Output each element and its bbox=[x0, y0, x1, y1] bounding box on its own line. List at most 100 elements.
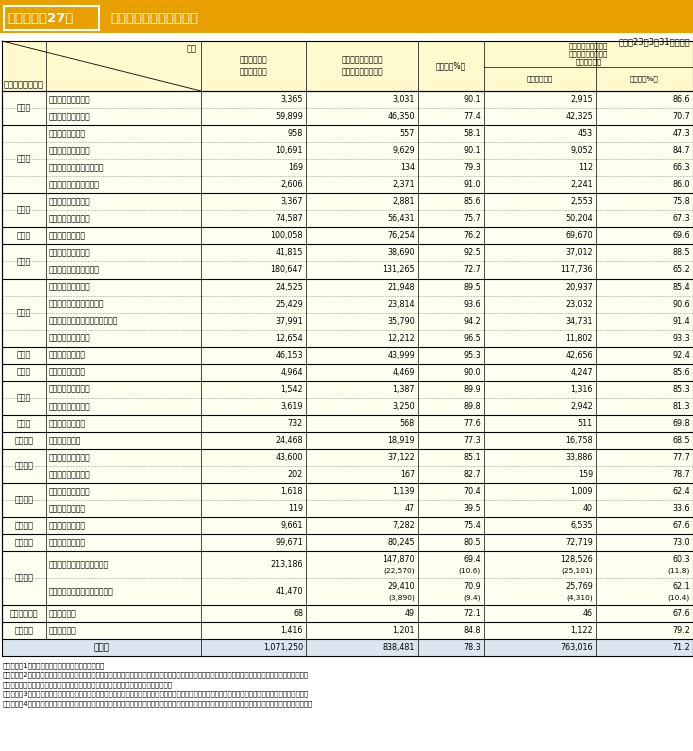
Bar bbox=[2, 312, 693, 330]
Text: 85.4: 85.4 bbox=[672, 282, 690, 291]
Bar bbox=[2, 432, 693, 449]
Text: (25,101): (25,101) bbox=[561, 567, 593, 574]
Text: 23,032: 23,032 bbox=[565, 300, 593, 309]
Text: 71.2: 71.2 bbox=[672, 643, 690, 652]
Text: ロ　非特定複合用途防火対象物: ロ 非特定複合用途防火対象物 bbox=[49, 587, 114, 596]
Text: 46,153: 46,153 bbox=[276, 351, 303, 360]
Bar bbox=[2, 91, 693, 108]
Text: 2,881: 2,881 bbox=[392, 198, 415, 207]
Bar bbox=[2, 363, 693, 381]
Text: 92.5: 92.5 bbox=[463, 249, 481, 258]
Text: 119: 119 bbox=[288, 504, 303, 513]
Text: 35,790: 35,790 bbox=[387, 317, 415, 326]
Bar bbox=[2, 142, 693, 159]
Text: (9.4): (9.4) bbox=[464, 594, 481, 601]
Text: 72,719: 72,719 bbox=[565, 538, 593, 547]
Text: ロ　遊　技　場　等: ロ 遊 技 場 等 bbox=[49, 146, 91, 155]
Text: 66.3: 66.3 bbox=[672, 163, 690, 172]
Text: 568: 568 bbox=[400, 419, 415, 428]
Text: 131,265: 131,265 bbox=[383, 266, 415, 275]
Text: 90.1: 90.1 bbox=[464, 95, 481, 104]
Text: 117,736: 117,736 bbox=[561, 266, 593, 275]
Text: 2,942: 2,942 bbox=[570, 402, 593, 411]
Text: 763,016: 763,016 bbox=[561, 643, 593, 652]
Text: 72.7: 72.7 bbox=[463, 266, 481, 275]
Text: 75.4: 75.4 bbox=[463, 521, 481, 530]
Text: 69,670: 69,670 bbox=[565, 231, 593, 240]
Text: 25,769: 25,769 bbox=[565, 581, 593, 590]
Text: 18,919: 18,919 bbox=[387, 436, 415, 445]
Text: 78.3: 78.3 bbox=[464, 643, 481, 652]
Bar bbox=[2, 517, 693, 534]
Text: 75.7: 75.7 bbox=[463, 214, 481, 223]
Text: 神社・寺院等: 神社・寺院等 bbox=[49, 436, 81, 445]
Text: 学　　　　　校: 学 校 bbox=[49, 351, 86, 360]
Text: 文　化　財: 文 化 財 bbox=[49, 626, 77, 635]
Text: 40: 40 bbox=[583, 504, 593, 513]
Text: 1,071,250: 1,071,250 bbox=[263, 643, 303, 652]
Text: （一）: （一） bbox=[17, 104, 31, 113]
Text: 78.7: 78.7 bbox=[672, 470, 690, 479]
Text: 9,052: 9,052 bbox=[570, 146, 593, 155]
Text: 46,350: 46,350 bbox=[387, 112, 415, 121]
Text: 58.1: 58.1 bbox=[464, 129, 481, 138]
Bar bbox=[2, 534, 693, 551]
Text: 67.6: 67.6 bbox=[672, 609, 690, 618]
Text: 99,671: 99,671 bbox=[275, 538, 303, 547]
Text: 70.9: 70.9 bbox=[463, 581, 481, 590]
Text: 511: 511 bbox=[578, 419, 593, 428]
Text: ニ　幼　稚　園　等: ニ 幼 稚 園 等 bbox=[49, 333, 91, 342]
Text: 9,629: 9,629 bbox=[392, 146, 415, 155]
Text: 62.4: 62.4 bbox=[672, 487, 690, 496]
Text: 85.3: 85.3 bbox=[672, 385, 690, 394]
Text: イ　特　殊　浴　場: イ 特 殊 浴 場 bbox=[49, 385, 91, 394]
Bar bbox=[2, 347, 693, 363]
Text: 90.1: 90.1 bbox=[464, 146, 481, 155]
Bar bbox=[2, 210, 693, 228]
Text: （四）: （四） bbox=[17, 231, 31, 240]
Text: 21,948: 21,948 bbox=[387, 282, 415, 291]
Text: 38,690: 38,690 bbox=[387, 249, 415, 258]
Text: （八）: （八） bbox=[17, 368, 31, 377]
Text: 96.5: 96.5 bbox=[463, 333, 481, 342]
Text: 84.8: 84.8 bbox=[464, 626, 481, 635]
Text: 89.5: 89.5 bbox=[463, 282, 481, 291]
Text: 76.2: 76.2 bbox=[463, 231, 481, 240]
Text: 9,661: 9,661 bbox=[281, 521, 303, 530]
Text: 65.2: 65.2 bbox=[672, 266, 690, 275]
Text: ニ　カラオケボックス等: ニ カラオケボックス等 bbox=[49, 180, 100, 189]
Text: ハ　老人デイサービスセンター等: ハ 老人デイサービスセンター等 bbox=[49, 317, 119, 326]
Text: 60.3: 60.3 bbox=[672, 555, 690, 564]
Text: (10.4): (10.4) bbox=[668, 594, 690, 601]
Text: 1,542: 1,542 bbox=[281, 385, 303, 394]
Text: 79.2: 79.2 bbox=[672, 626, 690, 635]
Text: 732: 732 bbox=[288, 419, 303, 428]
Text: イ　工　　場　　等: イ 工 場 等 bbox=[49, 453, 91, 462]
Text: 453: 453 bbox=[578, 129, 593, 138]
Text: 防火管理に係る消防
計画を作成している
防火対象物数: 防火管理に係る消防 計画を作成している 防火対象物数 bbox=[569, 43, 608, 65]
Text: 81.3: 81.3 bbox=[672, 402, 690, 411]
Text: 防火管理者を選任し
ている防火対象物数: 防火管理者を選任し ている防火対象物数 bbox=[341, 56, 383, 77]
Bar bbox=[2, 279, 693, 296]
Text: 77.4: 77.4 bbox=[463, 112, 481, 121]
Text: 2,241: 2,241 bbox=[570, 180, 593, 189]
Bar bbox=[2, 125, 693, 142]
Bar bbox=[2, 639, 693, 656]
Text: 37,012: 37,012 bbox=[565, 249, 593, 258]
Bar bbox=[2, 415, 693, 432]
Text: 86.0: 86.0 bbox=[672, 180, 690, 189]
Text: 事　務　所　等: 事 務 所 等 bbox=[49, 538, 86, 547]
Text: 1,387: 1,387 bbox=[392, 385, 415, 394]
Text: 93.3: 93.3 bbox=[672, 333, 690, 342]
Text: 42,656: 42,656 bbox=[565, 351, 593, 360]
Text: 項目: 項目 bbox=[187, 44, 197, 53]
Text: 82.7: 82.7 bbox=[463, 470, 481, 479]
Text: 1,316: 1,316 bbox=[570, 385, 593, 394]
Text: 202: 202 bbox=[288, 470, 303, 479]
Text: 62.1: 62.1 bbox=[672, 581, 690, 590]
Text: 4　東日本大震災の影響により、岩手県陸前高田市消防本部及び福島県双葉地方広域市町村圏組合消防本部のデータは除いた数値により集計している。: 4 東日本大震災の影響により、岩手県陸前高田市消防本部及び福島県双葉地方広域市町… bbox=[3, 700, 313, 707]
Text: 7,282: 7,282 bbox=[392, 521, 415, 530]
Text: 89.9: 89.9 bbox=[463, 385, 481, 394]
Text: 2,553: 2,553 bbox=[570, 198, 593, 207]
Text: 24,525: 24,525 bbox=[275, 282, 303, 291]
